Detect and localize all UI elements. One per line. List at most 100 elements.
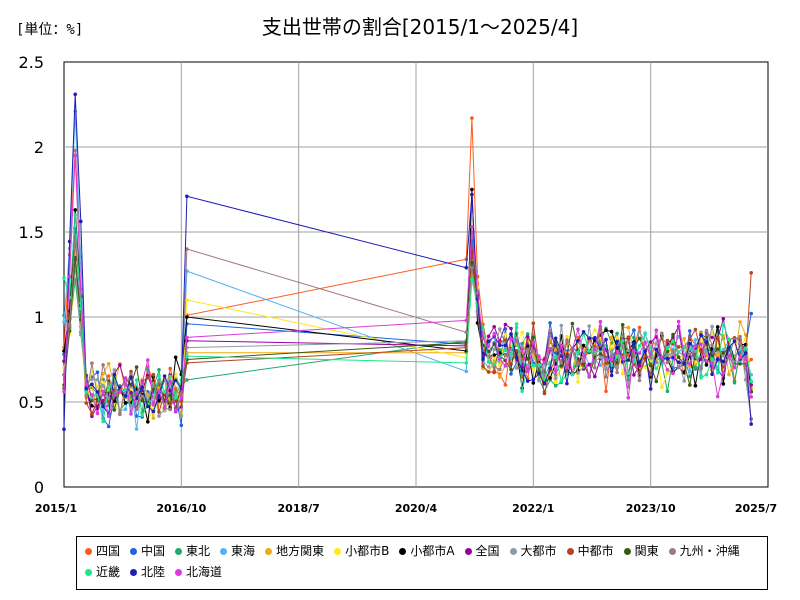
data-point: [721, 365, 726, 369]
data-point: [470, 116, 474, 120]
data-point: [693, 338, 698, 342]
data-point: [509, 352, 513, 357]
data-point: [637, 325, 642, 330]
data-point: [738, 320, 742, 324]
data-point: [598, 347, 603, 351]
data-point: [648, 345, 653, 349]
data-point: [643, 349, 647, 354]
legend-swatch-icon: [175, 548, 183, 555]
data-point: [615, 331, 619, 336]
data-point: [62, 276, 66, 280]
data-point: [525, 335, 530, 339]
data-point: [615, 355, 619, 359]
data-point: [738, 355, 742, 360]
data-point: [168, 393, 172, 397]
legend-item: 東海: [220, 541, 255, 562]
data-point: [749, 379, 753, 384]
data-point: [548, 366, 552, 371]
data-point: [168, 379, 172, 384]
data-point: [637, 329, 642, 333]
data-point: [715, 394, 720, 399]
data-point: [682, 353, 686, 357]
data-point: [581, 343, 586, 348]
data-point: [118, 363, 122, 367]
data-point: [84, 382, 89, 387]
data-point: [486, 334, 491, 339]
data-point: [486, 359, 491, 364]
data-point: [520, 359, 524, 363]
data-point: [470, 225, 474, 229]
legend-label: 大都市: [520, 544, 557, 558]
data-point: [486, 344, 491, 349]
data-point: [665, 360, 670, 365]
legend-label: 近畿: [96, 565, 121, 579]
legend-item: 四国: [85, 541, 120, 562]
legend-label: 小都市B: [345, 544, 390, 558]
data-point: [157, 373, 161, 378]
data-point: [682, 379, 686, 383]
legend-label: 中都市: [577, 544, 614, 558]
data-point: [688, 383, 692, 387]
x-axis-ticks: 2015/1 2016/10 2018/7 2020/4 2022/1 2023/10 20…: [35, 502, 777, 515]
data-point: [140, 413, 144, 418]
data-point: [90, 393, 94, 397]
data-point: [710, 372, 714, 377]
data-point: [721, 371, 726, 375]
data-point: [626, 325, 631, 330]
data-point: [676, 345, 681, 349]
data-point: [593, 366, 597, 370]
data-point: [693, 344, 698, 349]
data-point: [565, 365, 569, 369]
data-point: [715, 325, 720, 329]
data-point: [542, 360, 547, 365]
data-point: [671, 339, 675, 344]
data-point: [537, 371, 541, 376]
legend-swatch-icon: [85, 569, 92, 576]
data-point: [637, 360, 642, 365]
data-point: [676, 360, 681, 365]
data-point: [157, 389, 161, 393]
data-point: [134, 391, 139, 395]
legend-item: 大都市: [509, 541, 557, 562]
legend-swatch-icon: [566, 548, 574, 555]
data-point: [73, 92, 77, 97]
data-point: [604, 389, 608, 394]
data-point: [660, 331, 664, 336]
data-point: [520, 368, 524, 373]
data-point: [151, 400, 156, 405]
data-point: [637, 344, 642, 348]
data-point: [492, 347, 497, 352]
data-point: [710, 361, 714, 366]
data-point: [162, 390, 167, 394]
data-point: [173, 389, 178, 393]
data-point: [157, 410, 161, 414]
data-point: [179, 395, 184, 400]
data-point: [90, 382, 94, 387]
data-point: [699, 375, 703, 380]
data-point: [531, 381, 536, 385]
legend-item: 小都市A: [399, 541, 455, 562]
legend-item: 中都市: [566, 541, 614, 562]
data-point: [162, 405, 167, 410]
data-point: [587, 374, 591, 379]
data-point: [157, 398, 161, 403]
data-point: [665, 338, 670, 343]
data-point: [525, 344, 530, 349]
data-point: [620, 339, 625, 343]
data-point: [492, 355, 497, 360]
legend-swatch-icon: [130, 548, 138, 555]
data-point: [553, 383, 558, 388]
data-point: [626, 371, 631, 376]
data-point: [604, 328, 608, 333]
data-point: [112, 368, 117, 372]
data-point: [173, 378, 178, 383]
data-point: [721, 348, 726, 352]
legend-label: 北陸: [141, 565, 166, 579]
data-point: [553, 351, 558, 355]
data-point: [693, 327, 698, 332]
y-tick-label: 0: [34, 478, 44, 497]
data-point: [129, 390, 133, 395]
data-point: [704, 359, 709, 363]
data-point: [520, 330, 524, 335]
data-point: [721, 353, 726, 358]
